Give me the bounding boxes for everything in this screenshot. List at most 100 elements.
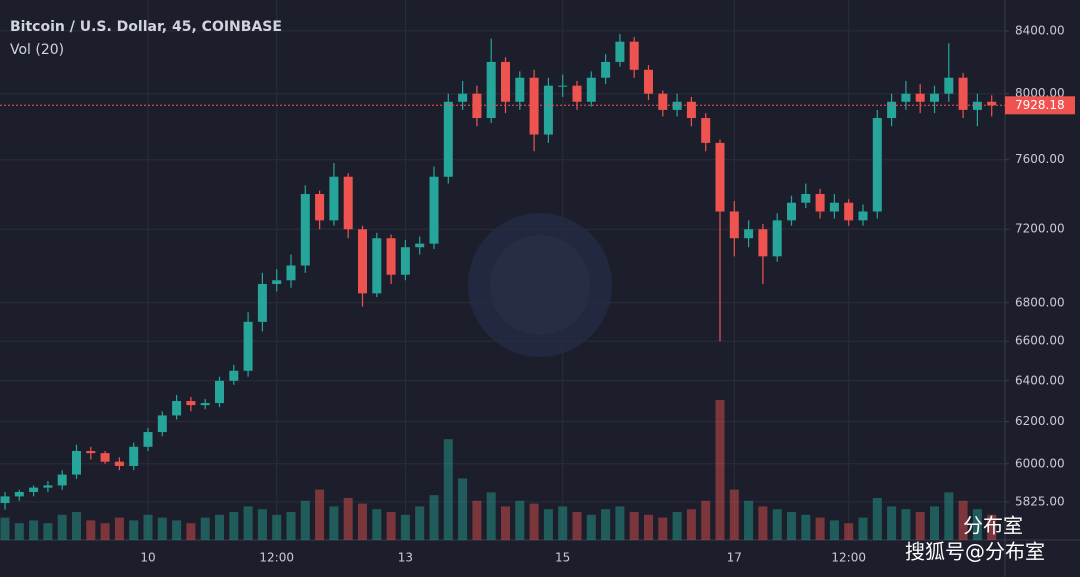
volume-bar xyxy=(987,514,997,540)
volume-bar xyxy=(286,512,296,540)
volume-bar xyxy=(315,489,325,540)
volume-bar xyxy=(358,503,367,540)
candle-body xyxy=(400,247,410,275)
volume-bar xyxy=(701,500,711,540)
volume-bar xyxy=(844,523,854,540)
chart-title: Bitcoin / U.S. Dollar, 45, COINBASE xyxy=(10,19,282,35)
volume-bar xyxy=(501,506,510,540)
grid xyxy=(0,0,1009,540)
volume-bar xyxy=(100,523,110,540)
volume-bar xyxy=(772,509,782,540)
volume-bar xyxy=(930,506,939,540)
candle-body xyxy=(558,85,568,87)
candle-body xyxy=(901,93,911,102)
x-tick-label: 12:00 xyxy=(831,551,866,565)
candle-body xyxy=(887,101,897,119)
volume-bar xyxy=(72,512,81,540)
volume-bar xyxy=(744,500,754,540)
candle-body xyxy=(615,41,625,62)
candle-body xyxy=(543,85,553,135)
candle-body xyxy=(429,176,439,244)
volume-bar xyxy=(858,517,868,540)
volume-bar xyxy=(829,520,839,540)
candle-body xyxy=(944,77,954,94)
volume-bar xyxy=(29,520,39,540)
candle-body xyxy=(372,238,382,294)
volume-bar xyxy=(629,512,639,540)
volume-bar xyxy=(715,400,725,540)
y-tick-label: 6800.00 xyxy=(1015,295,1065,309)
candle-body xyxy=(315,193,325,221)
candle-body xyxy=(172,401,182,416)
last-price-label: 7928.18 xyxy=(1015,98,1065,112)
volume-bar xyxy=(215,514,224,540)
volume-bar xyxy=(944,492,954,540)
volume-bar xyxy=(872,498,882,540)
candle-body xyxy=(686,101,696,119)
candle-body xyxy=(915,93,925,102)
candle-body xyxy=(86,451,96,454)
volume-bar xyxy=(815,517,825,540)
volume xyxy=(0,400,997,540)
volume-bar xyxy=(86,520,96,540)
candle-body xyxy=(100,453,110,462)
candle-body xyxy=(572,85,582,102)
volume-bar xyxy=(787,512,796,540)
candle-body xyxy=(701,118,711,143)
volume-bar xyxy=(958,500,968,540)
candle-body xyxy=(286,265,296,281)
candle-body xyxy=(57,474,67,486)
candle-body xyxy=(200,403,210,406)
volume-bar xyxy=(243,506,253,540)
candle-body xyxy=(744,229,754,239)
candle-body xyxy=(143,432,153,447)
volume-bar xyxy=(915,512,925,540)
candle-body xyxy=(501,61,510,102)
volume-bar xyxy=(644,514,653,540)
candle-body xyxy=(829,202,839,212)
volume-bar xyxy=(0,517,10,540)
volume-bar xyxy=(329,506,339,540)
candle-body xyxy=(858,211,868,221)
volume-bar xyxy=(486,492,496,540)
volume-bar xyxy=(572,512,582,540)
candle-body xyxy=(987,101,997,106)
volume-bar xyxy=(300,500,310,540)
candle-body xyxy=(758,229,768,257)
candle-body xyxy=(157,415,167,433)
x-tick-label: 17 xyxy=(727,551,742,565)
candle-body xyxy=(801,193,811,203)
volume-bar xyxy=(601,509,611,540)
candle-body xyxy=(114,461,124,466)
candle-body xyxy=(215,380,224,404)
watermark: 分布室 xyxy=(963,514,1023,538)
candle-body xyxy=(629,41,639,70)
volume-bar xyxy=(172,520,182,540)
volume-bar xyxy=(543,509,553,540)
volume-label: Vol (20) xyxy=(10,42,64,58)
y-tick-label: 6400.00 xyxy=(1015,373,1065,387)
candle-body xyxy=(386,238,396,275)
candle-body xyxy=(930,93,939,102)
candle-body xyxy=(729,211,739,239)
y-tick-label: 6200.00 xyxy=(1015,414,1065,428)
volume-bar xyxy=(558,506,568,540)
volume-bar xyxy=(729,489,739,540)
x-tick-label: 12:00 xyxy=(259,551,294,565)
volume-bar xyxy=(372,509,382,540)
candle-body xyxy=(644,69,653,94)
candle-body xyxy=(29,487,39,492)
y-tick-label: 6600.00 xyxy=(1015,334,1065,348)
y-tick-label: 8400.00 xyxy=(1015,23,1065,37)
volume-bar xyxy=(415,506,425,540)
volume-bar xyxy=(887,506,897,540)
candle-body xyxy=(443,101,453,177)
volume-bar xyxy=(14,523,24,540)
candle-body xyxy=(958,77,968,110)
volume-bar xyxy=(443,439,453,540)
y-tick-label: 6000.00 xyxy=(1015,456,1065,470)
volume-bar xyxy=(658,517,668,540)
volume-bar xyxy=(186,523,196,540)
candle-body xyxy=(658,93,668,110)
